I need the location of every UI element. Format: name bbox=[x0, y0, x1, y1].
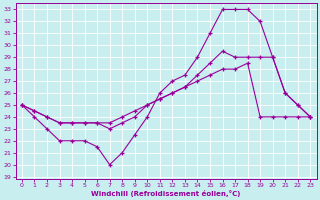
X-axis label: Windchill (Refroidissement éolien,°C): Windchill (Refroidissement éolien,°C) bbox=[92, 190, 241, 197]
